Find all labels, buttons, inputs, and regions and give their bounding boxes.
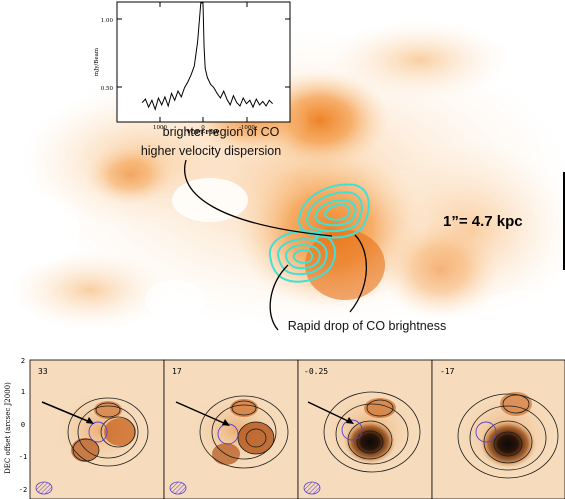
spectrum-y-tick-label: 0.50 [101,86,114,92]
spectrum-x-tick-label: 0 [201,125,205,131]
channel-maps: DEC offset (arcsec J2000) 2 1 0 -1 -2 33 [4,357,565,499]
annotation-lines [184,159,368,331]
channel-y-tick-label: 2 [21,357,25,365]
spectrum-inset: 1.00 0.50 1000 0 -1000 VOPT-F5W mJy/Beam [94,1,291,136]
spectrum-y-tick-label: 1.00 [101,18,114,24]
channel-y-tick-label: 1 [21,388,25,396]
channel-y-axis-label: DEC offset (arcsec J2000) [4,382,12,474]
channel-y-tick-label: -1 [19,453,27,461]
spectrum-y-axis-label: mJy/Beam [94,47,100,76]
channel-y-tick-label: 0 [21,421,25,429]
spectrum-x-axis-label: VOPT-F5W [186,130,220,136]
spectrum-line [141,2,273,112]
channel-label: 17 [172,367,182,376]
channel-y-tick-label: -2 [19,486,27,494]
channel-label: -17 [440,367,455,376]
scale-bar: 1”= 4.7 kpc [443,172,565,270]
annotation-upper-line-1: brighter region of CO [163,125,280,139]
spectrum-y-ticks [117,18,290,88]
channel-label: -0.25 [304,367,328,376]
scale-label: 1”= 4.7 kpc [443,213,523,230]
spectrum-x-tick-label: 1000 [153,125,167,131]
channel-panel: -17 [431,359,565,499]
channel-panel: -0.25 [297,359,433,499]
co-intensity-map [10,20,565,330]
annotation-lower: Rapid drop of CO brightness [288,319,446,333]
spectrum-x-tick-label: -1000 [239,125,255,131]
channel-panel: 33 [29,359,165,499]
channel-label: 33 [38,367,48,376]
annotation-upper-line-2: higher velocity dispersion [141,144,281,158]
channel-panel: 17 [163,359,299,499]
